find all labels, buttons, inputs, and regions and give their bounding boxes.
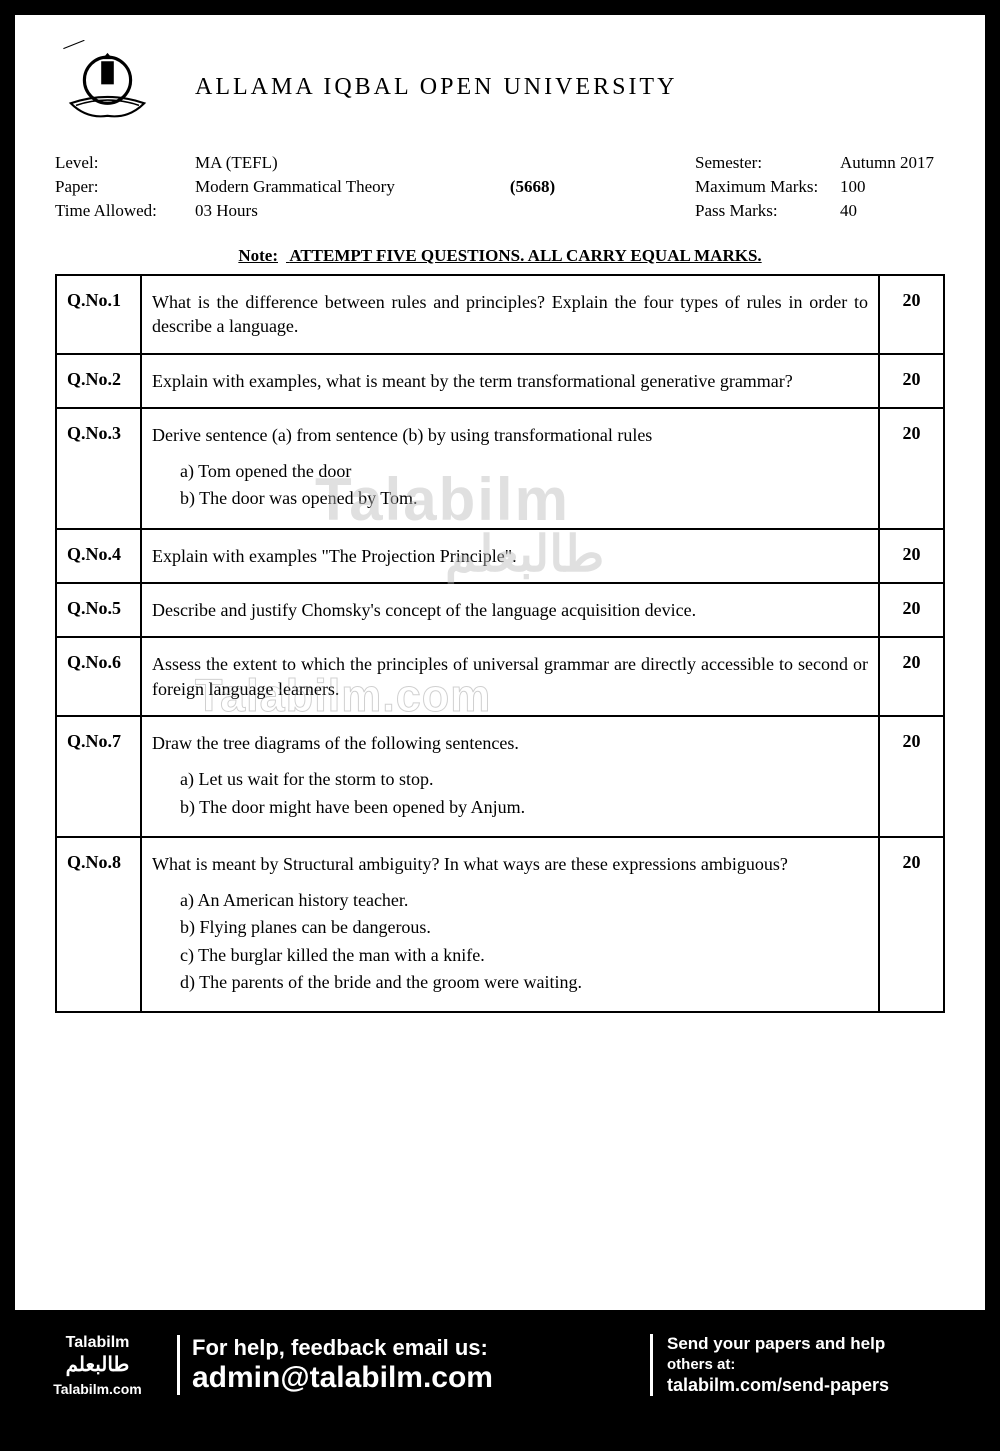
question-sub-item: a) Tom opened the door <box>180 459 868 483</box>
question-text: Explain with examples, what is meant by … <box>141 354 879 408</box>
footer-cta-url: talabilm.com/send-papers <box>667 1375 970 1396</box>
time-value: 03 Hours <box>195 201 485 221</box>
footer-cta: Send your papers and help others at: tal… <box>650 1334 970 1396</box>
footer-brand-ur: طالبعلم <box>30 1352 165 1377</box>
level-label: Level: <box>55 153 195 173</box>
question-sub-item: c) The burglar killed the man with a kni… <box>180 943 868 967</box>
question-text: Draw the tree diagrams of the following … <box>141 716 879 837</box>
footer-cta-line1: Send your papers and help <box>667 1334 970 1354</box>
meta-block: Level: MA (TEFL) Paper: Modern Grammatic… <box>55 153 945 221</box>
note-text: ATTEMPT FIVE QUESTIONS. ALL CARRY EQUAL … <box>289 246 761 265</box>
exam-page: Talabilm طالبعلم Talabilm.com ALLAMA IQB… <box>15 15 985 1310</box>
paper-code: (5668) <box>485 177 580 197</box>
question-number: Q.No.7 <box>56 716 141 837</box>
max-marks-label: Maximum Marks: <box>695 177 840 197</box>
question-row: Q.No.1What is the difference between rul… <box>56 275 944 354</box>
level-value: MA (TEFL) <box>195 153 485 173</box>
paper-value: Modern Grammatical Theory <box>195 177 485 197</box>
meta-right: Semester: Autumn 2017 Maximum Marks: 100… <box>695 153 945 221</box>
footer-contact-label: For help, feedback email us: <box>192 1335 638 1361</box>
question-text: Derive sentence (a) from sentence (b) by… <box>141 408 879 529</box>
question-text: What is meant by Structural ambiguity? I… <box>141 837 879 1012</box>
question-subs: a) Tom opened the door b) The door was op… <box>152 459 868 511</box>
question-sub-item: b) Flying planes can be dangerous. <box>180 915 868 939</box>
footer-contact-email: admin@talabilm.com <box>192 1361 638 1395</box>
footer-brand-url: Talabilm.com <box>30 1381 165 1397</box>
paper-label: Paper: <box>55 177 195 197</box>
question-row: Q.No.8What is meant by Structural ambigu… <box>56 837 944 1012</box>
note-line: Note: ATTEMPT FIVE QUESTIONS. ALL CARRY … <box>55 246 945 266</box>
question-row: Q.No.7Draw the tree diagrams of the foll… <box>56 716 944 837</box>
question-subs: a) An American history teacher. b) Flying… <box>152 888 868 994</box>
footer-contact: For help, feedback email us: admin@talab… <box>177 1335 650 1395</box>
question-row: Q.No.3Derive sentence (a) from sentence … <box>56 408 944 529</box>
footer-brand: Talabilm طالبعلم Talabilm.com <box>30 1334 165 1397</box>
question-marks: 20 <box>879 529 944 583</box>
question-sub-item: a) An American history teacher. <box>180 888 868 912</box>
question-row: Q.No.5Describe and justify Chomsky's con… <box>56 583 944 637</box>
question-sub-item: d) The parents of the bride and the groo… <box>180 970 868 994</box>
question-marks: 20 <box>879 275 944 354</box>
question-number: Q.No.6 <box>56 637 141 716</box>
footer-cta-line2: others at: <box>667 1356 970 1373</box>
question-row: Q.No.6Assess the extent to which the pri… <box>56 637 944 716</box>
question-marks: 20 <box>879 408 944 529</box>
question-text: Assess the extent to which the principle… <box>141 637 879 716</box>
question-marks: 20 <box>879 583 944 637</box>
university-logo-icon <box>55 40 160 135</box>
question-number: Q.No.8 <box>56 837 141 1012</box>
question-text: Explain with examples "The Projection Pr… <box>141 529 879 583</box>
university-title: ALLAMA IQBAL OPEN UNIVERSITY <box>195 74 677 101</box>
question-marks: 20 <box>879 354 944 408</box>
question-sub-item: a) Let us wait for the storm to stop. <box>180 767 868 791</box>
question-row: Q.No.4Explain with examples "The Project… <box>56 529 944 583</box>
question-marks: 20 <box>879 716 944 837</box>
outer-frame: Talabilm طالبعلم Talabilm.com ALLAMA IQB… <box>0 0 1000 1451</box>
footer-bar: Talabilm طالبعلم Talabilm.com For help, … <box>15 1310 985 1420</box>
semester-value: Autumn 2017 <box>840 153 945 173</box>
question-number: Q.No.3 <box>56 408 141 529</box>
question-number: Q.No.4 <box>56 529 141 583</box>
questions-table: Q.No.1What is the difference between rul… <box>55 274 945 1013</box>
question-sub-item: b) The door was opened by Tom. <box>180 486 868 510</box>
question-marks: 20 <box>879 837 944 1012</box>
semester-label: Semester: <box>695 153 840 173</box>
question-number: Q.No.5 <box>56 583 141 637</box>
question-row: Q.No.2Explain with examples, what is mea… <box>56 354 944 408</box>
question-text: What is the difference between rules and… <box>141 275 879 354</box>
meta-left: Level: MA (TEFL) Paper: Modern Grammatic… <box>55 153 485 221</box>
pass-marks-label: Pass Marks: <box>695 201 840 221</box>
pass-marks-value: 40 <box>840 201 945 221</box>
time-label: Time Allowed: <box>55 201 195 221</box>
question-marks: 20 <box>879 637 944 716</box>
question-number: Q.No.1 <box>56 275 141 354</box>
note-label: Note: <box>238 246 278 265</box>
max-marks-value: 100 <box>840 177 945 197</box>
question-number: Q.No.2 <box>56 354 141 408</box>
question-sub-item: b) The door might have been opened by An… <box>180 795 868 819</box>
question-subs: a) Let us wait for the storm to stop. b) … <box>152 767 868 819</box>
footer-brand-en: Talabilm <box>30 1334 165 1352</box>
header: ALLAMA IQBAL OPEN UNIVERSITY <box>55 40 945 135</box>
question-text: Describe and justify Chomsky's concept o… <box>141 583 879 637</box>
